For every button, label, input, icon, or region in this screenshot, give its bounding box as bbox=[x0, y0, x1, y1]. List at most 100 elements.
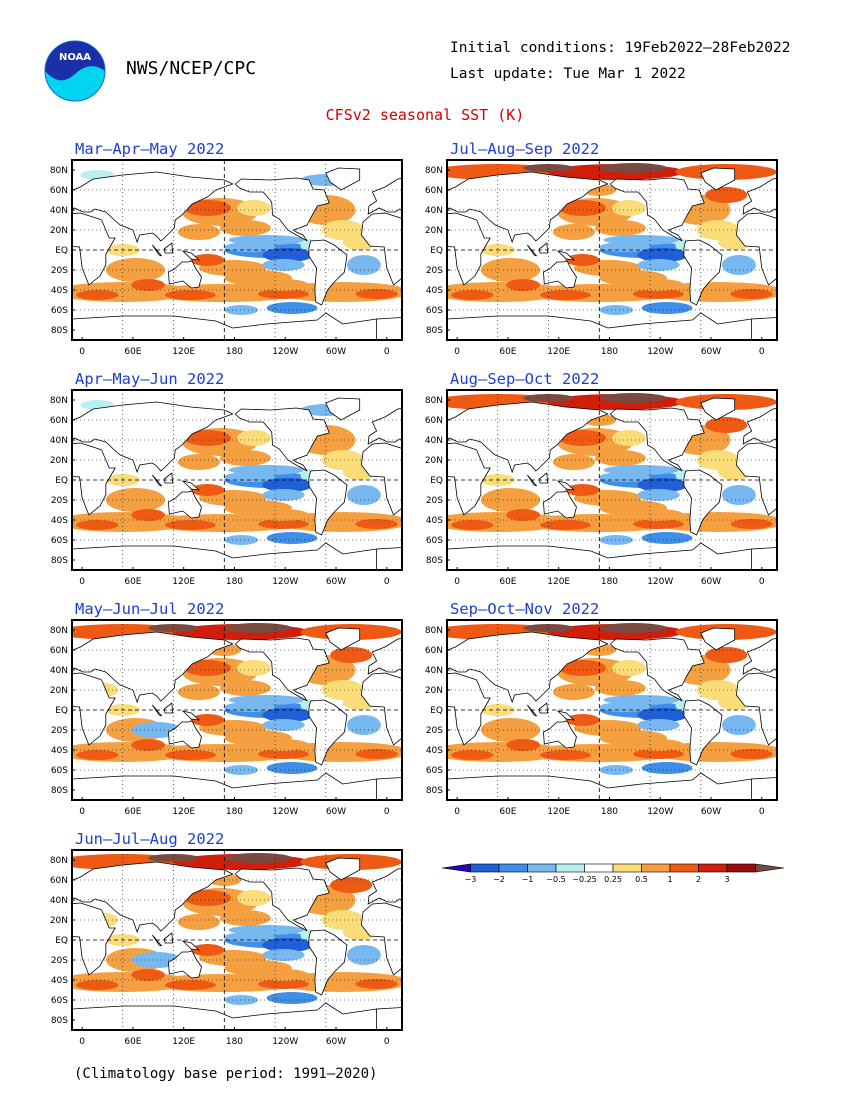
lon-label: 60E bbox=[499, 347, 516, 357]
lon-label: 180 bbox=[601, 577, 618, 587]
lon-label: 60W bbox=[326, 347, 346, 357]
lat-label: 60N bbox=[50, 876, 68, 886]
lat-label: 40N bbox=[425, 206, 443, 216]
org-name: NWS/NCEP/CPC bbox=[126, 58, 257, 79]
lat-label: 40N bbox=[50, 896, 68, 906]
lon-label: 120W bbox=[272, 347, 298, 357]
panel-title-aso: Aug–Sep–Oct 2022 bbox=[450, 370, 600, 388]
lon-label: 0 bbox=[759, 807, 765, 817]
lon-label: 60W bbox=[326, 1037, 346, 1047]
lon-label: 180 bbox=[226, 807, 243, 817]
lon-label: 120W bbox=[272, 577, 298, 587]
lon-label: 60E bbox=[499, 577, 516, 587]
lon-label: 60W bbox=[701, 807, 721, 817]
lat-label: 40S bbox=[51, 976, 68, 986]
lon-label: 0 bbox=[79, 807, 85, 817]
lon-label: 0 bbox=[79, 577, 85, 587]
lat-label: 80S bbox=[426, 556, 443, 566]
lat-label: 40S bbox=[51, 746, 68, 756]
lat-label: 20N bbox=[50, 456, 68, 466]
colorbar-swatch bbox=[726, 863, 756, 873]
panel-title-amj: Apr–May–Jun 2022 bbox=[75, 370, 225, 388]
lat-label: 20N bbox=[425, 226, 443, 236]
lat-label: 40N bbox=[425, 666, 443, 676]
lat-label: 80S bbox=[426, 786, 443, 796]
lat-label: 40N bbox=[50, 436, 68, 446]
lon-label: 60E bbox=[499, 807, 516, 817]
sst-map-amj: 80N 60N 40N 20N EQ 20S 40S 60S 80S 0 60E 120E 180 120… bbox=[50, 389, 403, 587]
lon-label: 120E bbox=[172, 577, 195, 587]
colorbar-label: 2 bbox=[696, 875, 701, 884]
lat-label: 20S bbox=[51, 956, 68, 966]
lon-label: 60W bbox=[701, 347, 721, 357]
lat-label: 40N bbox=[50, 206, 68, 216]
colorbar-label: 0.5 bbox=[635, 875, 648, 884]
lat-label: 80N bbox=[50, 856, 68, 866]
lon-label: 0 bbox=[384, 577, 390, 587]
lat-label: 40S bbox=[426, 746, 443, 756]
colorbar-swatch bbox=[584, 863, 614, 873]
lon-label: 60E bbox=[124, 807, 141, 817]
colorbar-label: −0.5 bbox=[546, 875, 565, 884]
lat-label: 40S bbox=[426, 286, 443, 296]
colorbar-swatch bbox=[555, 863, 585, 873]
lon-label: 120W bbox=[647, 577, 673, 587]
lon-label: 60W bbox=[326, 577, 346, 587]
noaa-logo: NOAA bbox=[44, 40, 106, 102]
lat-label: 60S bbox=[426, 306, 443, 316]
lon-label: 120E bbox=[547, 347, 570, 357]
lat-label: 80S bbox=[51, 786, 68, 796]
panel-title-jja: Jun–Jul–Aug 2022 bbox=[75, 830, 225, 848]
last-update: Last update: Tue Mar 1 2022 bbox=[450, 66, 686, 82]
lat-label: 40N bbox=[50, 666, 68, 676]
lon-label: 0 bbox=[454, 347, 460, 357]
lat-label: 20N bbox=[425, 686, 443, 696]
lat-label: 20S bbox=[426, 496, 443, 506]
svg-text:NOAA: NOAA bbox=[59, 52, 91, 63]
lat-label: 80N bbox=[50, 166, 68, 176]
lon-label: 120W bbox=[272, 1037, 298, 1047]
colorbar-label: 3 bbox=[724, 875, 729, 884]
colorbar-label: −2 bbox=[493, 875, 505, 884]
lat-label: 40S bbox=[51, 516, 68, 526]
colorbar-label: 0.25 bbox=[604, 875, 622, 884]
lat-label: 60N bbox=[425, 186, 443, 196]
lat-label: 20S bbox=[51, 266, 68, 276]
lat-label: 40S bbox=[51, 286, 68, 296]
lon-label: 0 bbox=[454, 807, 460, 817]
colorbar-swatch bbox=[527, 863, 557, 873]
lon-label: 180 bbox=[226, 577, 243, 587]
lat-label: 60S bbox=[51, 766, 68, 776]
lon-label: 0 bbox=[384, 347, 390, 357]
lat-label: EQ bbox=[430, 246, 443, 256]
lat-label: 80N bbox=[425, 396, 443, 406]
colorbar: −3 −2 −1 −0.5 −0.25 0.25 0.5 1 2 3 bbox=[441, 863, 785, 884]
lat-label: 20N bbox=[425, 456, 443, 466]
sst-map-mam: 80N 60N 40N 20N EQ 20S 40S 60S 80S 0 60E 120E 180 120… bbox=[50, 159, 403, 357]
colorbar-swatch bbox=[641, 863, 671, 873]
lon-label: 60W bbox=[701, 577, 721, 587]
lat-label: 20S bbox=[51, 496, 68, 506]
lon-label: 0 bbox=[79, 347, 85, 357]
lat-label: EQ bbox=[55, 476, 68, 486]
colorbar-label: −3 bbox=[465, 875, 477, 884]
lon-label: 120W bbox=[647, 347, 673, 357]
panel-title-son: Sep–Oct–Nov 2022 bbox=[450, 600, 600, 618]
lat-label: 20S bbox=[426, 266, 443, 276]
lat-label: 20S bbox=[51, 726, 68, 736]
lon-label: 0 bbox=[759, 347, 765, 357]
lat-label: 80N bbox=[50, 626, 68, 636]
lat-label: 60N bbox=[50, 646, 68, 656]
lon-label: 0 bbox=[759, 577, 765, 587]
lat-label: 80S bbox=[51, 326, 68, 336]
colorbar-swatch bbox=[755, 863, 785, 873]
lat-label: 60S bbox=[51, 306, 68, 316]
lon-label: 120W bbox=[647, 807, 673, 817]
lon-label: 120E bbox=[172, 807, 195, 817]
colorbar-swatch bbox=[698, 863, 728, 873]
lon-label: 180 bbox=[226, 1037, 243, 1047]
sst-map-mjj: 80N 60N 40N 20N EQ 20S 40S 60S 80S 0 60E 120E 180 120… bbox=[50, 619, 403, 817]
panel-title-mjj: May–Jun–Jul 2022 bbox=[75, 600, 225, 618]
panel-title-mam: Mar–Apr–May 2022 bbox=[75, 140, 225, 158]
figure-title: CFSv2 seasonal SST (K) bbox=[325, 106, 525, 124]
